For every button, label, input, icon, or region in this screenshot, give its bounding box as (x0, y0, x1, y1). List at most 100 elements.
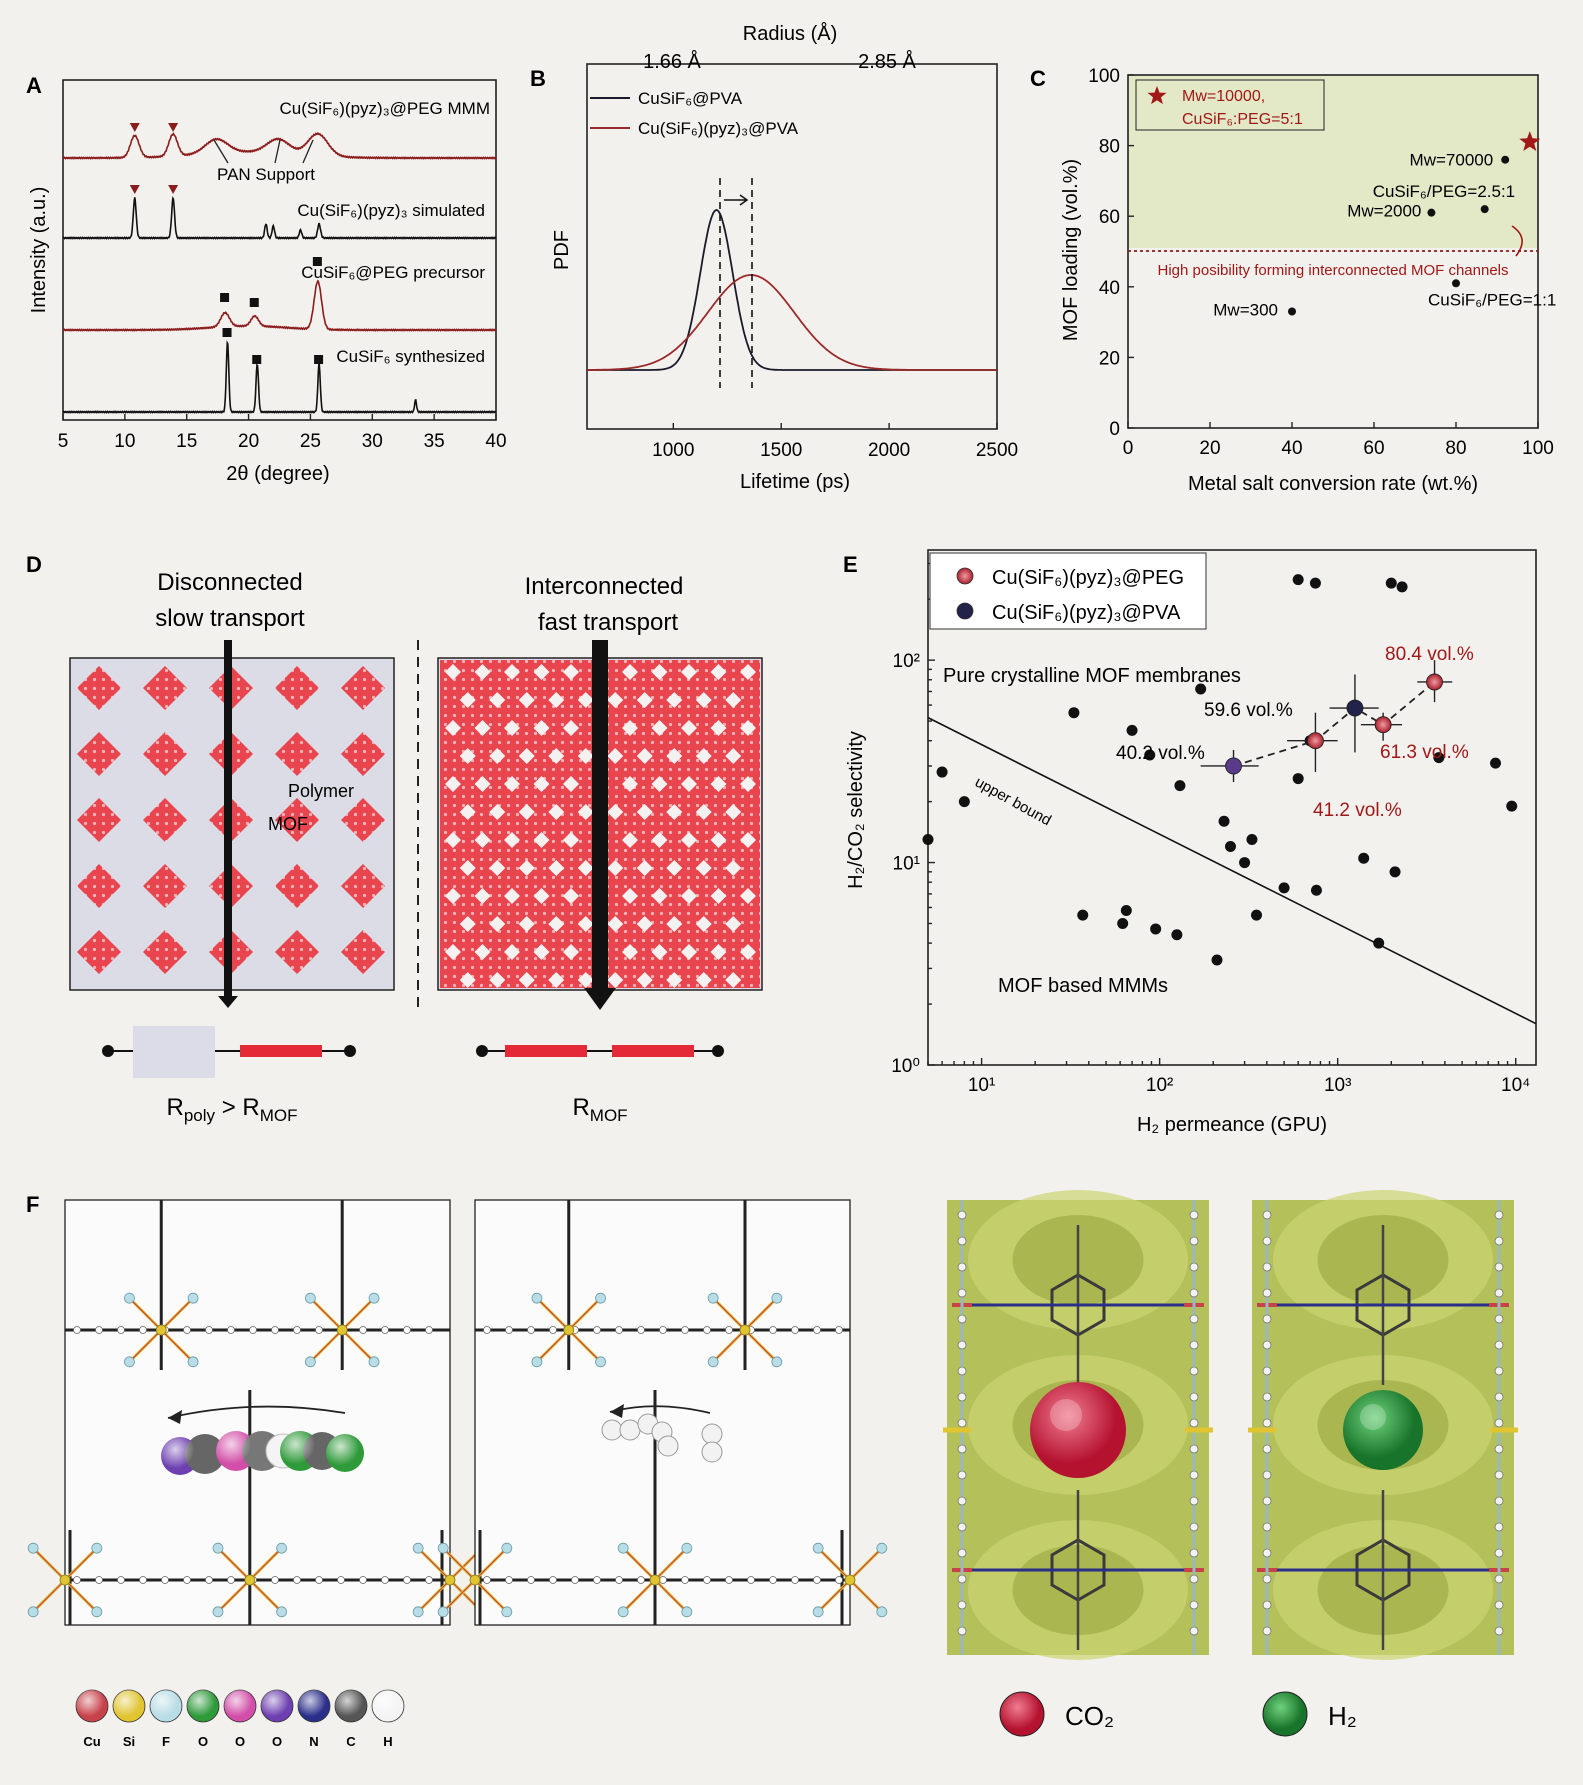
mof-particle (77, 930, 121, 974)
polymer-gap (725, 748, 742, 764)
literature-point (1224, 841, 1236, 853)
pdf-curve-1 (587, 209, 997, 371)
h-atom (1494, 1418, 1504, 1428)
h-atom (1262, 1314, 1272, 1324)
this-work-point (1374, 716, 1392, 734)
element-symbol: O (198, 1734, 208, 1749)
loading-label-41-2: 41.2 vol.% (1313, 800, 1402, 821)
polymer-gap (666, 748, 683, 764)
x-tick-label: 1500 (760, 440, 802, 461)
loading-label-61-3: 61.3 vol.% (1380, 742, 1469, 763)
triangle-marker (168, 185, 179, 194)
mof-particle (143, 666, 187, 710)
h-atom (271, 1326, 279, 1334)
mof-particle (77, 732, 121, 776)
y-tick-label: 40 (1099, 278, 1120, 299)
h-atom (593, 1576, 601, 1584)
h-atom (1494, 1288, 1504, 1298)
polymer-gap (518, 972, 535, 988)
slow-transport-arrowhead (218, 996, 238, 1008)
si-atom (739, 1324, 751, 1336)
h-atom (161, 1576, 169, 1584)
polymer-gap (651, 944, 668, 960)
polymer-gap (607, 972, 624, 988)
mof-particle (143, 732, 187, 776)
h-atom (835, 1576, 843, 1584)
polymer-gap (695, 916, 712, 932)
f-atom (27, 1606, 39, 1618)
h-atom (615, 1326, 623, 1334)
f-atom (91, 1606, 103, 1618)
this-work-point (1225, 757, 1242, 775)
literature-point (1490, 757, 1502, 769)
h-atom (403, 1326, 411, 1334)
h-atom (1494, 1314, 1504, 1324)
polymer-gap (459, 748, 476, 764)
xrd-trace-2 (62, 195, 497, 240)
h-atom (293, 1326, 301, 1334)
h-atom (527, 1326, 535, 1334)
element-highlight (372, 1690, 404, 1722)
sif6-bond (622, 1547, 656, 1581)
mof-particle (77, 798, 121, 842)
polymer-gap (666, 916, 683, 932)
polymer-gap (459, 916, 476, 932)
f-atom (617, 1542, 629, 1554)
co2-binding-site (943, 1190, 1213, 1660)
panel-c-ticks (1127, 74, 1539, 429)
element-highlight (224, 1690, 256, 1722)
mof-particle (275, 930, 319, 974)
polymer-gap (489, 972, 506, 988)
mof-particle (77, 666, 121, 710)
f-atom (368, 1356, 380, 1368)
h-atom (615, 1576, 623, 1584)
h-atom (681, 1326, 689, 1334)
literature-point (1278, 882, 1290, 894)
panel-c-x-axis-label: Metal salt conversion rate (wt.%) (1188, 473, 1478, 495)
polymer-gap (681, 664, 697, 680)
h-atom (747, 1576, 755, 1584)
polymer-gap (445, 664, 461, 680)
x-tick-label: 2500 (976, 440, 1018, 461)
polymer-gap (695, 804, 712, 820)
h-atom (1262, 1392, 1272, 1402)
legend-star-icon (1147, 86, 1167, 105)
h-atom (117, 1576, 125, 1584)
panel-a-x-axis-label: 2θ (degree) (226, 463, 329, 485)
literature-point (1309, 577, 1321, 589)
h-atom (73, 1326, 81, 1334)
si-atom (155, 1324, 167, 1336)
polymer-gap (489, 692, 506, 708)
h-atom (139, 1326, 147, 1334)
h-atom (769, 1576, 777, 1584)
polymer-gap (504, 944, 520, 960)
polymer-gap (636, 916, 653, 932)
polymer-gap (548, 692, 565, 708)
panel-c-y-tick-labels: 0 20 40 60 80 100 (1088, 66, 1120, 440)
element-highlight (113, 1690, 145, 1722)
h-atom (957, 1496, 967, 1506)
h-atom (1494, 1340, 1504, 1350)
literature-point (1174, 780, 1186, 792)
x-tick-label: 40 (1281, 438, 1302, 459)
mof-particle (143, 930, 187, 974)
h-atom (1262, 1522, 1272, 1532)
h-atom (117, 1326, 125, 1334)
f-atom (707, 1356, 719, 1368)
panel-b-letter: B (530, 66, 546, 91)
f-atom (187, 1356, 199, 1368)
h-atom (957, 1314, 967, 1324)
h-atom (205, 1326, 213, 1334)
polymer-gap (459, 804, 476, 820)
x-tick-label: 35 (424, 431, 445, 452)
h-atom (725, 1326, 733, 1334)
si-atom (244, 1574, 256, 1586)
h-atom (957, 1444, 967, 1454)
f-atom (412, 1606, 424, 1618)
x-tick-label: 80 (1445, 438, 1466, 459)
threshold-label: High posibility forming interconnected M… (1158, 262, 1509, 279)
polymer-gap (651, 888, 668, 904)
h-atom (549, 1576, 557, 1584)
h2-legend-icon (1262, 1691, 1308, 1737)
h-atom (1189, 1470, 1199, 1480)
